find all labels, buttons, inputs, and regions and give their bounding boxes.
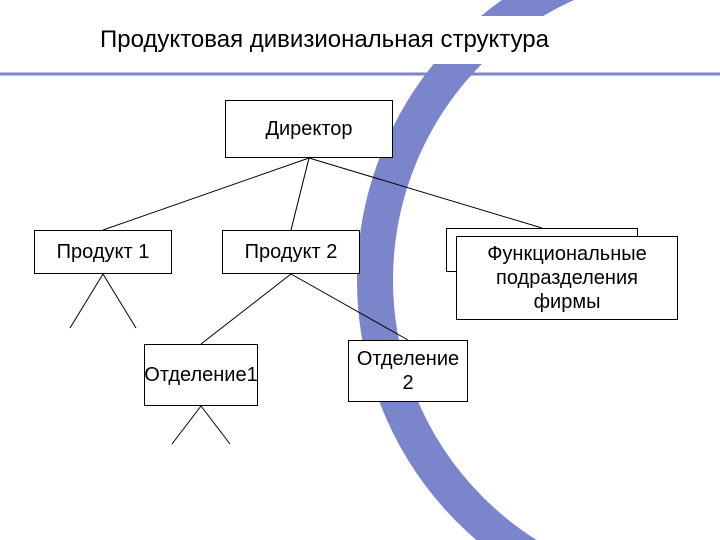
node-label: Функциональные подразделения фирмы: [463, 242, 671, 314]
node-functional: Функциональные подразделения фирмы: [456, 236, 678, 320]
title-bar: Продуктовая дивизиональная структура: [30, 16, 670, 64]
node-dept1: Отделение1: [144, 344, 258, 406]
page-title: Продуктовая дивизиональная структура: [100, 26, 549, 54]
node-label: Директор: [265, 117, 352, 141]
node-label: Продукт 2: [245, 240, 338, 264]
node-dept2: Отделение 2: [348, 340, 468, 402]
node-label: Отделение1: [144, 363, 257, 387]
node-director: Директор: [225, 100, 393, 158]
node-product1: Продукт 1: [34, 230, 172, 274]
node-label: Продукт 1: [57, 240, 150, 264]
diagram-stage: { "canvas": { "width": 720, "height": 54…: [0, 0, 720, 540]
node-label: Отделение 2: [355, 347, 461, 395]
node-product2: Продукт 2: [222, 230, 360, 274]
